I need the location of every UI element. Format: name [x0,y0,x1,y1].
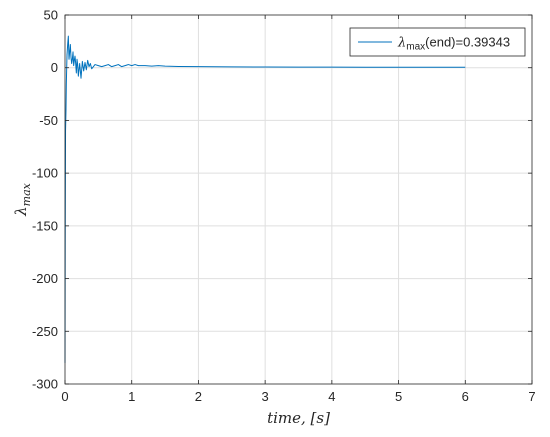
x-tick-label: 0 [61,389,68,404]
y-tick-label: -100 [32,166,58,181]
x-tick-label: 7 [528,389,535,404]
legend-label: λmax(end)=0.39343 [397,35,510,53]
y-tick-label: 50 [44,8,58,23]
series-line-0 [64,35,466,363]
y-tick-label: -50 [39,113,58,128]
y-tick-label: -200 [32,271,58,286]
y-axis-label: λmax [12,182,33,217]
grid-lines [65,15,532,384]
y-tick-label: 0 [51,60,58,75]
x-tick-label: 3 [262,389,269,404]
x-tick-label: 6 [462,389,469,404]
axes [64,14,533,385]
series-layer [64,35,466,363]
plot-box [64,14,533,385]
y-tick-label: -300 [32,377,58,392]
y-tick-label: -250 [32,324,58,339]
x-tick-label: 5 [395,389,402,404]
legend: λmax(end)=0.39343 [349,27,526,57]
x-axis-label: time, [s] [267,409,330,427]
y-tick-label: -150 [32,218,58,233]
x-tick-label: 2 [195,389,202,404]
x-tick-label: 4 [328,389,335,404]
tick-labels: 0 1 2 3 4 5 6 7 -300 -250 -200 -150 -100 -50 0 50 [32,8,536,405]
x-tick-label: 1 [128,389,135,404]
